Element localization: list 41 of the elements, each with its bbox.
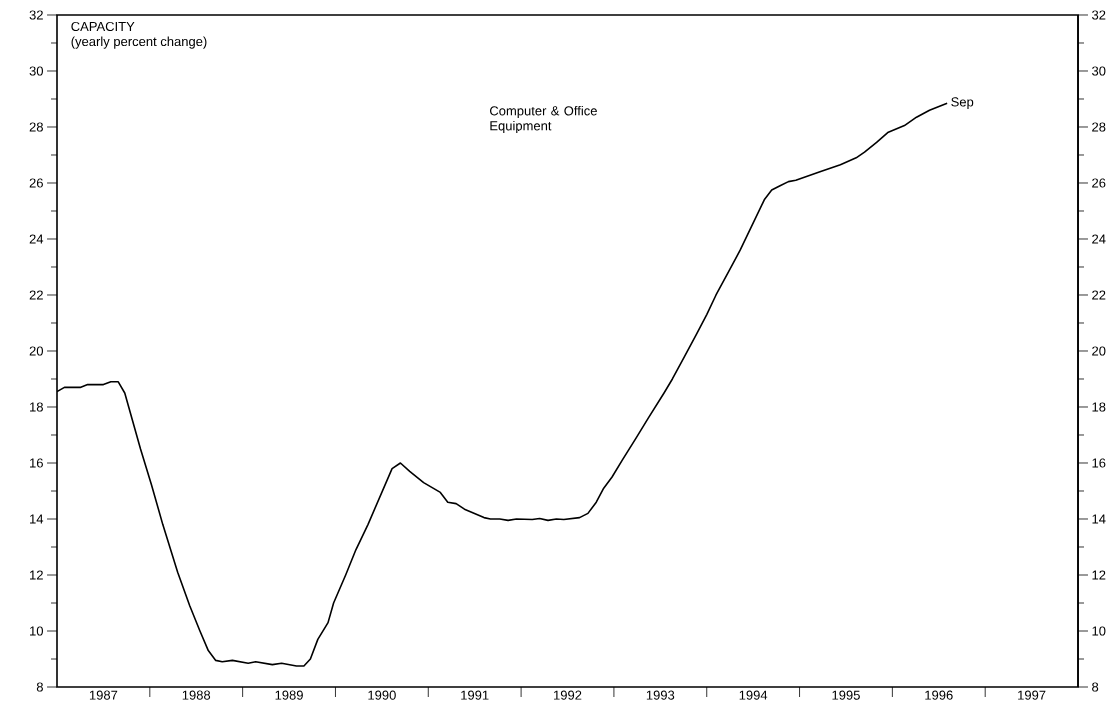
annotation: Sep — [951, 97, 974, 110]
x-tick-label: 1991 — [461, 690, 489, 700]
y2-tick-label: 32 — [29, 10, 43, 20]
y-tick-label: 18 — [1092, 402, 1106, 412]
y2-tick-label: 30 — [29, 66, 43, 76]
x-tick-label: 1987 — [89, 690, 118, 700]
y-tick-label: 14 — [1092, 514, 1106, 524]
y-tick-label: 28 — [1092, 122, 1106, 132]
x-tick-label: 1995 — [832, 690, 860, 700]
x-tick-label: 1997 — [1018, 690, 1046, 700]
y-tick-label: 24 — [1092, 234, 1106, 244]
y2-tick-label: 26 — [29, 178, 43, 188]
x-tick-label: 1994 — [739, 690, 768, 700]
y-tick-label: 16 — [1092, 458, 1106, 468]
text: Computer & Office Equipment — [490, 105, 597, 133]
chart-title: CAPACITY — [71, 21, 135, 32]
y-tick-label: 32 — [1092, 10, 1106, 20]
y-tick-label: 8 — [1092, 682, 1099, 692]
y-tick-label: 26 — [1092, 178, 1106, 188]
y2-tick-label: 22 — [29, 290, 43, 300]
y-tick-label: 10 — [1092, 626, 1106, 636]
y2-tick-label: 18 — [30, 402, 43, 412]
x-tick-label: 1990 — [368, 690, 396, 700]
y2-tick-label: 28 — [29, 122, 43, 132]
y-tick-label: 12 — [1092, 570, 1106, 580]
y2-tick-label: 12 — [30, 570, 43, 580]
y2-tick-label: 10 — [30, 626, 43, 636]
text: (yearly percent change) — [71, 36, 207, 49]
x-tick-label: 1992 — [554, 690, 582, 700]
x-tick-label: 1996 — [925, 690, 953, 700]
x-tick-label: 1993 — [646, 690, 675, 700]
x-tick-label: 1989 — [275, 690, 303, 700]
y2-tick-label: 20 — [29, 346, 43, 356]
y2-tick-label: 14 — [30, 514, 44, 524]
y2-tick-label: 16 — [30, 458, 43, 468]
x-tick-label: 1988 — [182, 690, 211, 700]
y2-tick-label: 8 — [36, 682, 43, 692]
y-tick-label: 30 — [1092, 66, 1106, 76]
y-tick-label: 20 — [1092, 346, 1106, 356]
y2-tick-label: 24 — [29, 234, 44, 244]
y-tick-label: 22 — [1092, 290, 1106, 300]
